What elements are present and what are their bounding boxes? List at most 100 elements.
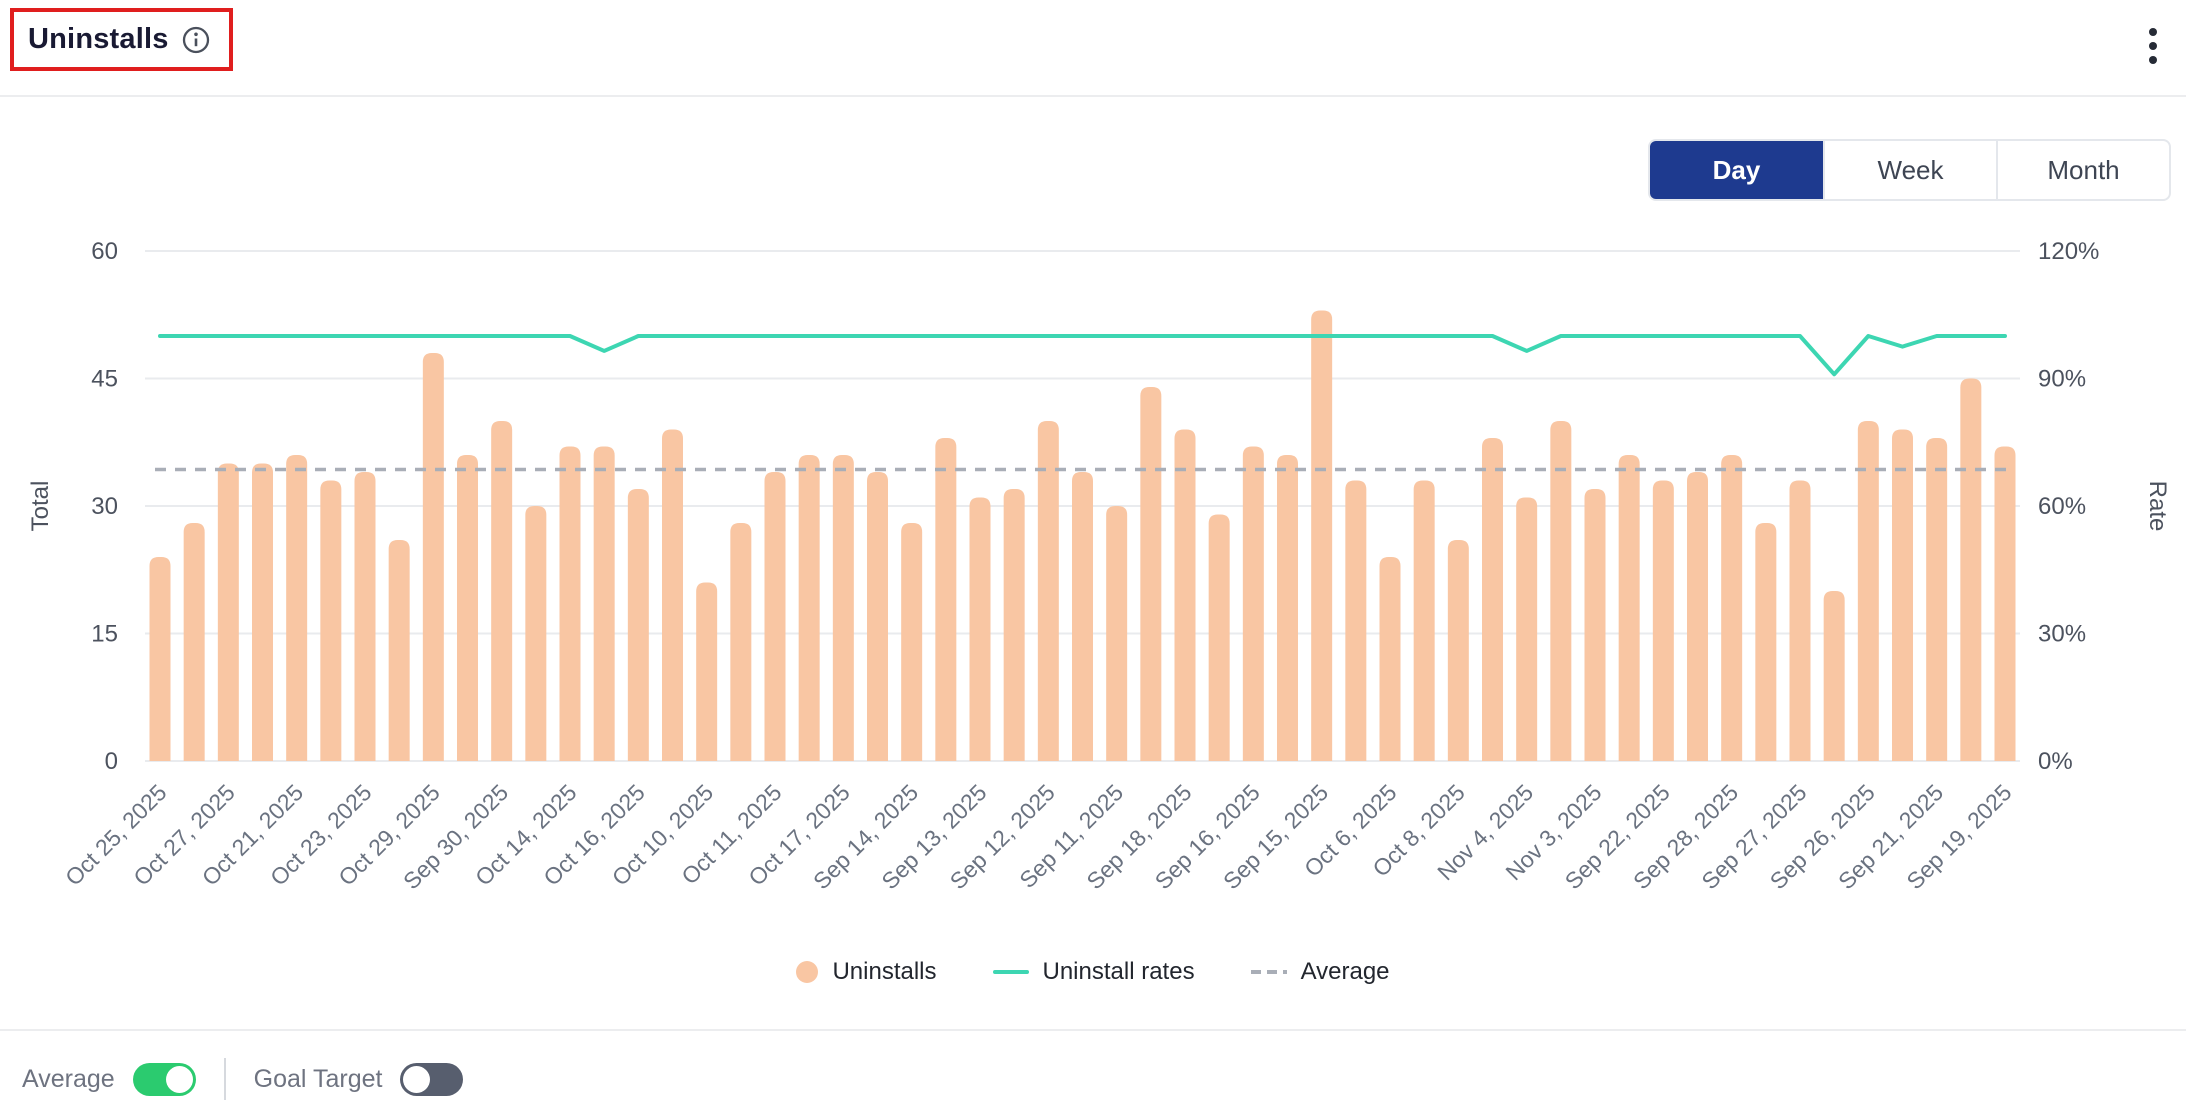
uninstalls-bar[interactable] — [1242, 446, 1264, 762]
goal-target-toggle[interactable] — [400, 1062, 464, 1096]
y-axis-left-tick: 30 — [91, 493, 118, 520]
uninstalls-bar[interactable] — [1994, 446, 2016, 762]
uninstalls-bar[interactable] — [1482, 438, 1503, 761]
kebab-menu-button[interactable] — [2138, 20, 2168, 75]
uninstalls-bar[interactable] — [1277, 455, 1298, 761]
y-axis-right-tick: 120% — [2038, 238, 2099, 265]
average-toggle[interactable] — [132, 1062, 196, 1096]
uninstalls-bar[interactable] — [1311, 310, 1333, 762]
uninstalls-bar[interactable] — [764, 472, 786, 761]
uninstalls-bar[interactable] — [1345, 480, 1367, 762]
goal-target-toggle-label: Goal Target — [253, 1064, 383, 1093]
uninstalls-bar[interactable] — [798, 455, 820, 761]
uninstalls-bar[interactable] — [1379, 557, 1401, 761]
uninstalls-bar[interactable] — [730, 523, 752, 761]
uninstalls-bar[interactable] — [1618, 455, 1640, 761]
legend-item-uninstalls[interactable]: Uninstalls — [796, 958, 937, 986]
uninstalls-bar[interactable] — [1892, 429, 1913, 762]
y-axis-right-tick: 0% — [2038, 748, 2073, 775]
legend-item-uninstall-rates[interactable]: Uninstall rates — [992, 958, 1195, 986]
y-axis-left-tick: 45 — [91, 366, 118, 393]
uninstalls-bar[interactable] — [388, 540, 410, 761]
footer-divider — [0, 1029, 2186, 1031]
y-axis-right-tick: 30% — [2038, 621, 2086, 648]
period-toggle-group: Day Week Month — [1648, 139, 2171, 201]
uninstalls-bar[interactable] — [662, 429, 683, 762]
uninstalls-bar[interactable] — [457, 455, 478, 761]
uninstalls-bar[interactable] — [1072, 472, 1093, 761]
legend-label-uninstall-rates: Uninstall rates — [1042, 958, 1195, 985]
footer-vertical-divider — [223, 1058, 226, 1100]
rate-line-swatch-icon — [992, 970, 1029, 974]
uninstalls-bar[interactable] — [1584, 489, 1606, 761]
y-axis-left-tick: 15 — [91, 621, 118, 648]
uninstalls-bar[interactable] — [1687, 472, 1708, 761]
kebab-icon — [2149, 28, 2157, 64]
uninstalls-bar[interactable] — [1174, 429, 1196, 762]
uninstalls-bar[interactable] — [1140, 387, 1162, 761]
header-divider — [0, 95, 2186, 97]
uninstalls-bar[interactable] — [1721, 455, 1743, 761]
y-axis-right-tick: 90% — [2038, 366, 2086, 393]
uninstalls-bar[interactable] — [696, 582, 718, 762]
goal-target-toggle-knob — [403, 1065, 431, 1093]
uninstalls-bar[interactable] — [1413, 480, 1435, 762]
uninstalls-bar[interactable] — [1926, 438, 1948, 761]
uninstalls-bar[interactable] — [252, 463, 273, 762]
uninstalls-bar[interactable] — [1789, 480, 1811, 762]
y-axis-left-tick: 0 — [105, 748, 118, 775]
title-highlight-box: Uninstalls — [10, 8, 233, 71]
uninstalls-bar[interactable] — [149, 557, 171, 761]
uninstalls-bar[interactable] — [1652, 480, 1674, 762]
uninstalls-bar[interactable] — [1106, 506, 1128, 761]
uninstalls-bar[interactable] — [935, 438, 957, 761]
uninstalls-bar[interactable] — [969, 497, 991, 762]
legend-label-uninstalls: Uninstalls — [832, 958, 937, 985]
uninstalls-bar[interactable] — [1208, 514, 1230, 762]
right-axis-title: Rate — [2144, 481, 2171, 532]
chart-legend: Uninstalls Uninstall rates Average — [0, 952, 2186, 992]
average-toggle-knob — [165, 1065, 193, 1093]
uninstalls-bar[interactable] — [183, 523, 205, 761]
widget-title: Uninstalls — [28, 23, 169, 55]
legend-label-average: Average — [1300, 958, 1390, 985]
uninstalls-bar[interactable] — [1037, 421, 1059, 761]
average-dash-swatch-icon — [1250, 970, 1287, 974]
uninstalls-bar[interactable] — [559, 446, 581, 762]
footer-controls: Average Goal Target — [0, 1058, 2186, 1100]
uninstalls-bar[interactable] — [867, 472, 888, 761]
uninstalls-swatch-icon — [796, 961, 819, 983]
uninstalls-bar[interactable] — [832, 455, 854, 761]
uninstalls-bar[interactable] — [525, 506, 547, 761]
legend-item-average[interactable]: Average — [1250, 958, 1390, 986]
uninstalls-bar[interactable] — [422, 353, 444, 761]
tab-week[interactable]: Week — [1823, 141, 1996, 199]
tab-day[interactable]: Day — [1650, 141, 1823, 199]
info-icon-glyph — [182, 26, 209, 53]
uninstall-rate-line — [158, 334, 2007, 377]
uninstalls-bar[interactable] — [901, 523, 923, 761]
y-axis-left-tick: 60 — [91, 238, 118, 265]
uninstalls-bar[interactable] — [1003, 489, 1025, 761]
uninstalls-bar[interactable] — [1755, 523, 1777, 761]
average-toggle-label: Average — [22, 1064, 115, 1093]
uninstalls-bar[interactable] — [627, 489, 649, 761]
uninstalls-bar[interactable] — [1550, 421, 1572, 761]
uninstalls-bar[interactable] — [1857, 421, 1879, 761]
y-axis-right-tick: 60% — [2038, 493, 2086, 520]
uninstalls-bar[interactable] — [593, 446, 615, 762]
tab-month[interactable]: Month — [1996, 141, 2169, 199]
info-icon[interactable] — [181, 25, 211, 55]
uninstalls-bar[interactable] — [1447, 540, 1469, 761]
uninstalls-bar[interactable] — [1516, 497, 1538, 762]
uninstalls-bar[interactable] — [217, 463, 239, 762]
uninstalls-bar[interactable] — [1823, 591, 1845, 761]
uninstalls-bar[interactable] — [286, 455, 308, 761]
uninstalls-bar[interactable] — [320, 480, 342, 762]
left-axis-title: Total — [27, 481, 54, 532]
uninstalls-bar[interactable] — [354, 472, 376, 761]
uninstalls-bar[interactable] — [1960, 378, 1982, 762]
uninstalls-bar[interactable] — [491, 421, 513, 761]
